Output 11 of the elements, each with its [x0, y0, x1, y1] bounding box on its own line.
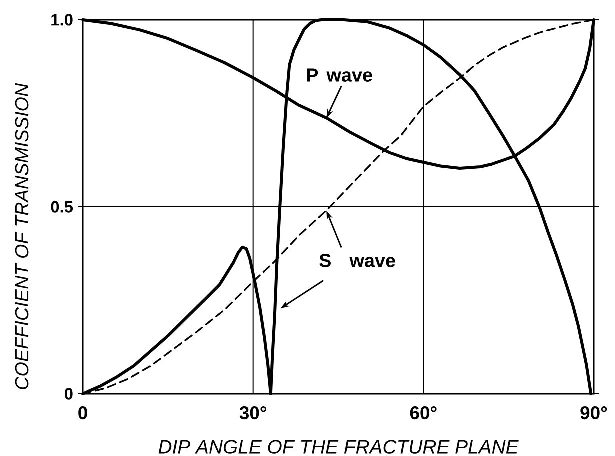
- annotation: P wave: [307, 68, 372, 82]
- y-tick-label: 0: [64, 388, 73, 400]
- x-axis-title: DIP ANGLE OF THE FRACTURE PLANE: [158, 440, 519, 454]
- y-tick-label: 1.0: [52, 14, 73, 26]
- x-tick-label: 0: [78, 406, 88, 420]
- x-tick-label: 60°: [410, 406, 437, 420]
- y-axis-title: COEFFICIENT OF TRANSMISSION: [15, 83, 29, 390]
- x-tick-label: 90°: [580, 406, 608, 420]
- annotation: S wave: [320, 254, 396, 268]
- x-tick-label: 30°: [240, 406, 266, 420]
- y-tick-label: 0.5: [51, 201, 74, 213]
